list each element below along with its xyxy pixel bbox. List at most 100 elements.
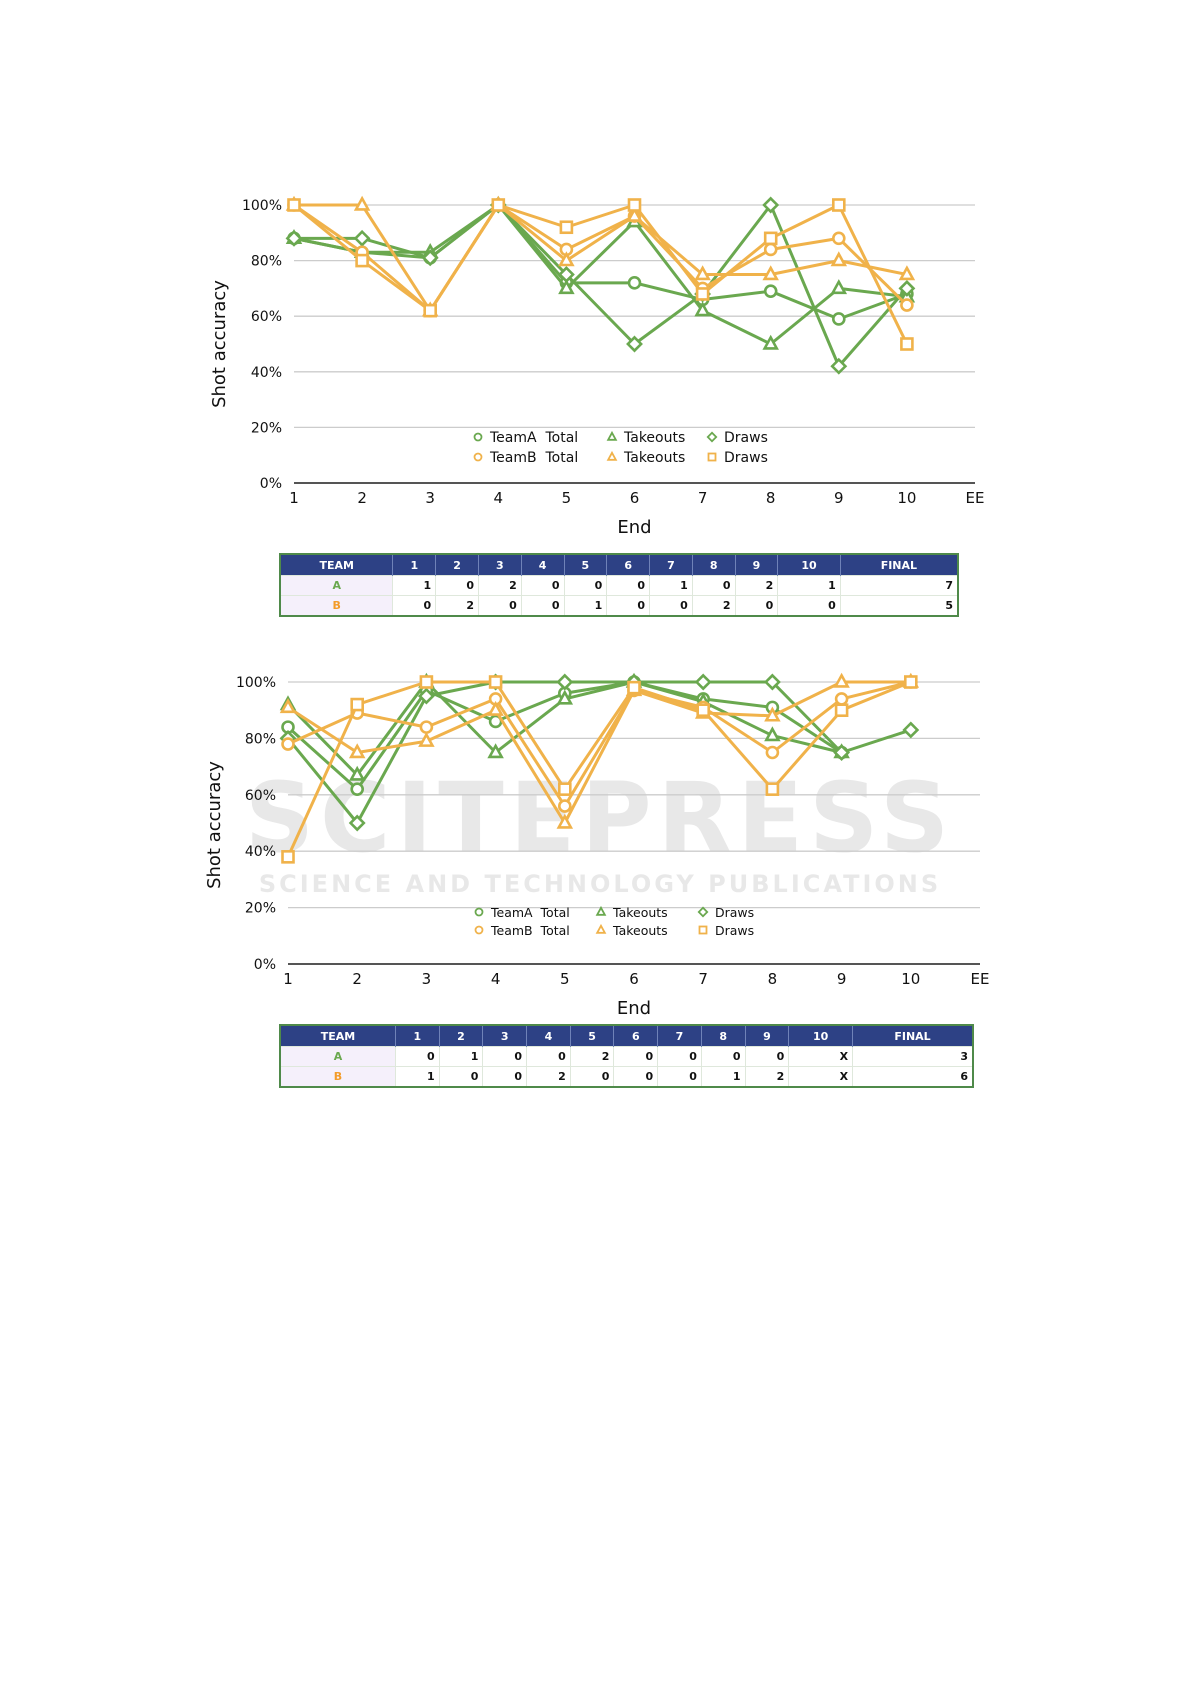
end-score-cell: 0 <box>435 575 479 596</box>
y-axis-title: Shot accuracy <box>209 280 230 408</box>
data-point <box>487 743 504 759</box>
y-tick-label: 0% <box>254 957 276 973</box>
data-point <box>279 698 297 714</box>
y-tick-label: 80% <box>251 254 282 270</box>
x-tick-label: 5 <box>562 489 572 507</box>
series-line <box>287 680 912 808</box>
y-tick-label: 20% <box>245 901 276 917</box>
column-header: 8 <box>692 554 736 576</box>
team-name-cell: B <box>279 1066 396 1088</box>
y-tick-label: 20% <box>251 420 282 436</box>
x-tick-label: EE <box>971 970 990 988</box>
data-point <box>353 229 371 247</box>
data-point <box>353 195 371 211</box>
data-point <box>488 675 503 689</box>
legend-label: TeamB Total <box>490 923 570 938</box>
column-header: TEAM <box>280 1025 396 1047</box>
column-header: 9 <box>745 1025 790 1047</box>
data-point <box>833 744 851 761</box>
end-score-cell: 0 <box>613 1046 659 1067</box>
legend-marker-circle-icon <box>474 907 484 917</box>
data-point <box>834 692 849 706</box>
x-tick-label: 9 <box>834 489 844 507</box>
series-line <box>294 203 909 368</box>
x-tick-label: 9 <box>837 970 847 988</box>
data-point <box>348 743 366 759</box>
x-tick-label: 8 <box>766 489 776 507</box>
x-tick-label: 3 <box>422 970 432 988</box>
data-point <box>902 721 920 739</box>
x-tick-label: 2 <box>352 970 362 988</box>
end-score-cell: 1 <box>438 1046 484 1067</box>
legend-marker-square-icon <box>698 925 708 935</box>
y-tick-label: 100% <box>242 198 282 214</box>
end-score-cell: 1 <box>563 595 608 617</box>
x-tick-label: 7 <box>698 970 708 988</box>
y-tick-label: 40% <box>245 844 276 860</box>
end-score-cell: 0 <box>526 1046 571 1067</box>
end-score-cell: 0 <box>691 575 736 596</box>
x-tick-label: 4 <box>494 489 504 507</box>
column-header: 1 <box>392 554 437 576</box>
legend-marker-triangle-icon <box>606 430 618 441</box>
series-team-a-triangle <box>279 672 850 781</box>
data-point <box>694 301 711 317</box>
data-point <box>898 265 916 281</box>
legend-label: Draws <box>724 450 768 466</box>
legend-label: TeamA Total <box>490 905 570 920</box>
column-header: 8 <box>701 1025 746 1047</box>
legend-label: Draws <box>724 430 768 446</box>
x-tick-label: 6 <box>629 970 639 988</box>
end-score-cell: 0 <box>563 575 608 596</box>
data-point <box>762 265 779 281</box>
data-point <box>830 357 848 375</box>
data-point <box>348 814 366 832</box>
data-point <box>285 229 303 247</box>
data-point <box>900 298 914 312</box>
team-name-cell: A <box>279 575 394 596</box>
x-tick-label: 1 <box>283 970 293 988</box>
line-chart-2: 0% 20% 40% 60% 80% 100% 1 2 3 4 5 6 7 8 9 10 EE End Shot a… <box>204 672 990 1019</box>
legend-label: Takeouts <box>623 430 685 446</box>
legend-label: TeamB Total <box>489 450 578 466</box>
series-line <box>293 203 908 313</box>
legend-marker-triangle-icon <box>595 923 607 934</box>
data-point <box>694 673 712 691</box>
data-point <box>765 782 780 796</box>
end-score-cell: X <box>788 1066 854 1088</box>
end-score-cell: 0 <box>606 595 651 617</box>
end-score-cell: 1 <box>649 575 693 596</box>
data-point <box>900 337 914 351</box>
data-point <box>556 673 574 691</box>
x-tick-label: 1 <box>289 489 299 507</box>
final-score-cell: 6 <box>852 1066 974 1088</box>
end-score-cell: 0 <box>744 1046 790 1067</box>
data-point <box>898 279 916 297</box>
column-header: 5 <box>570 1025 615 1047</box>
legend-label: Draws <box>715 923 754 938</box>
column-header: 7 <box>657 1025 702 1047</box>
end-score-cell: 2 <box>734 575 779 596</box>
series-team-b-square <box>287 198 914 351</box>
y-axis-title: Shot accuracy <box>204 761 225 889</box>
x-tick-label: 7 <box>698 489 708 507</box>
end-score-cell: 1 <box>777 575 841 596</box>
data-point <box>834 703 849 718</box>
data-point <box>831 312 846 326</box>
legend-marker-circle-icon <box>473 452 483 462</box>
data-point <box>831 231 846 246</box>
end-score-cell: 0 <box>569 1066 615 1088</box>
column-header: 6 <box>613 1025 659 1047</box>
data-point <box>762 334 779 350</box>
data-point <box>763 231 778 246</box>
x-tick-label: 2 <box>357 489 367 507</box>
x-axis-title: End <box>617 998 651 1019</box>
legend-label: Takeouts <box>612 905 668 920</box>
y-tick-label: 80% <box>245 731 276 747</box>
data-point <box>558 251 575 267</box>
series-line <box>286 680 912 858</box>
data-point <box>556 813 574 829</box>
end-score-cell: 1 <box>392 575 437 596</box>
